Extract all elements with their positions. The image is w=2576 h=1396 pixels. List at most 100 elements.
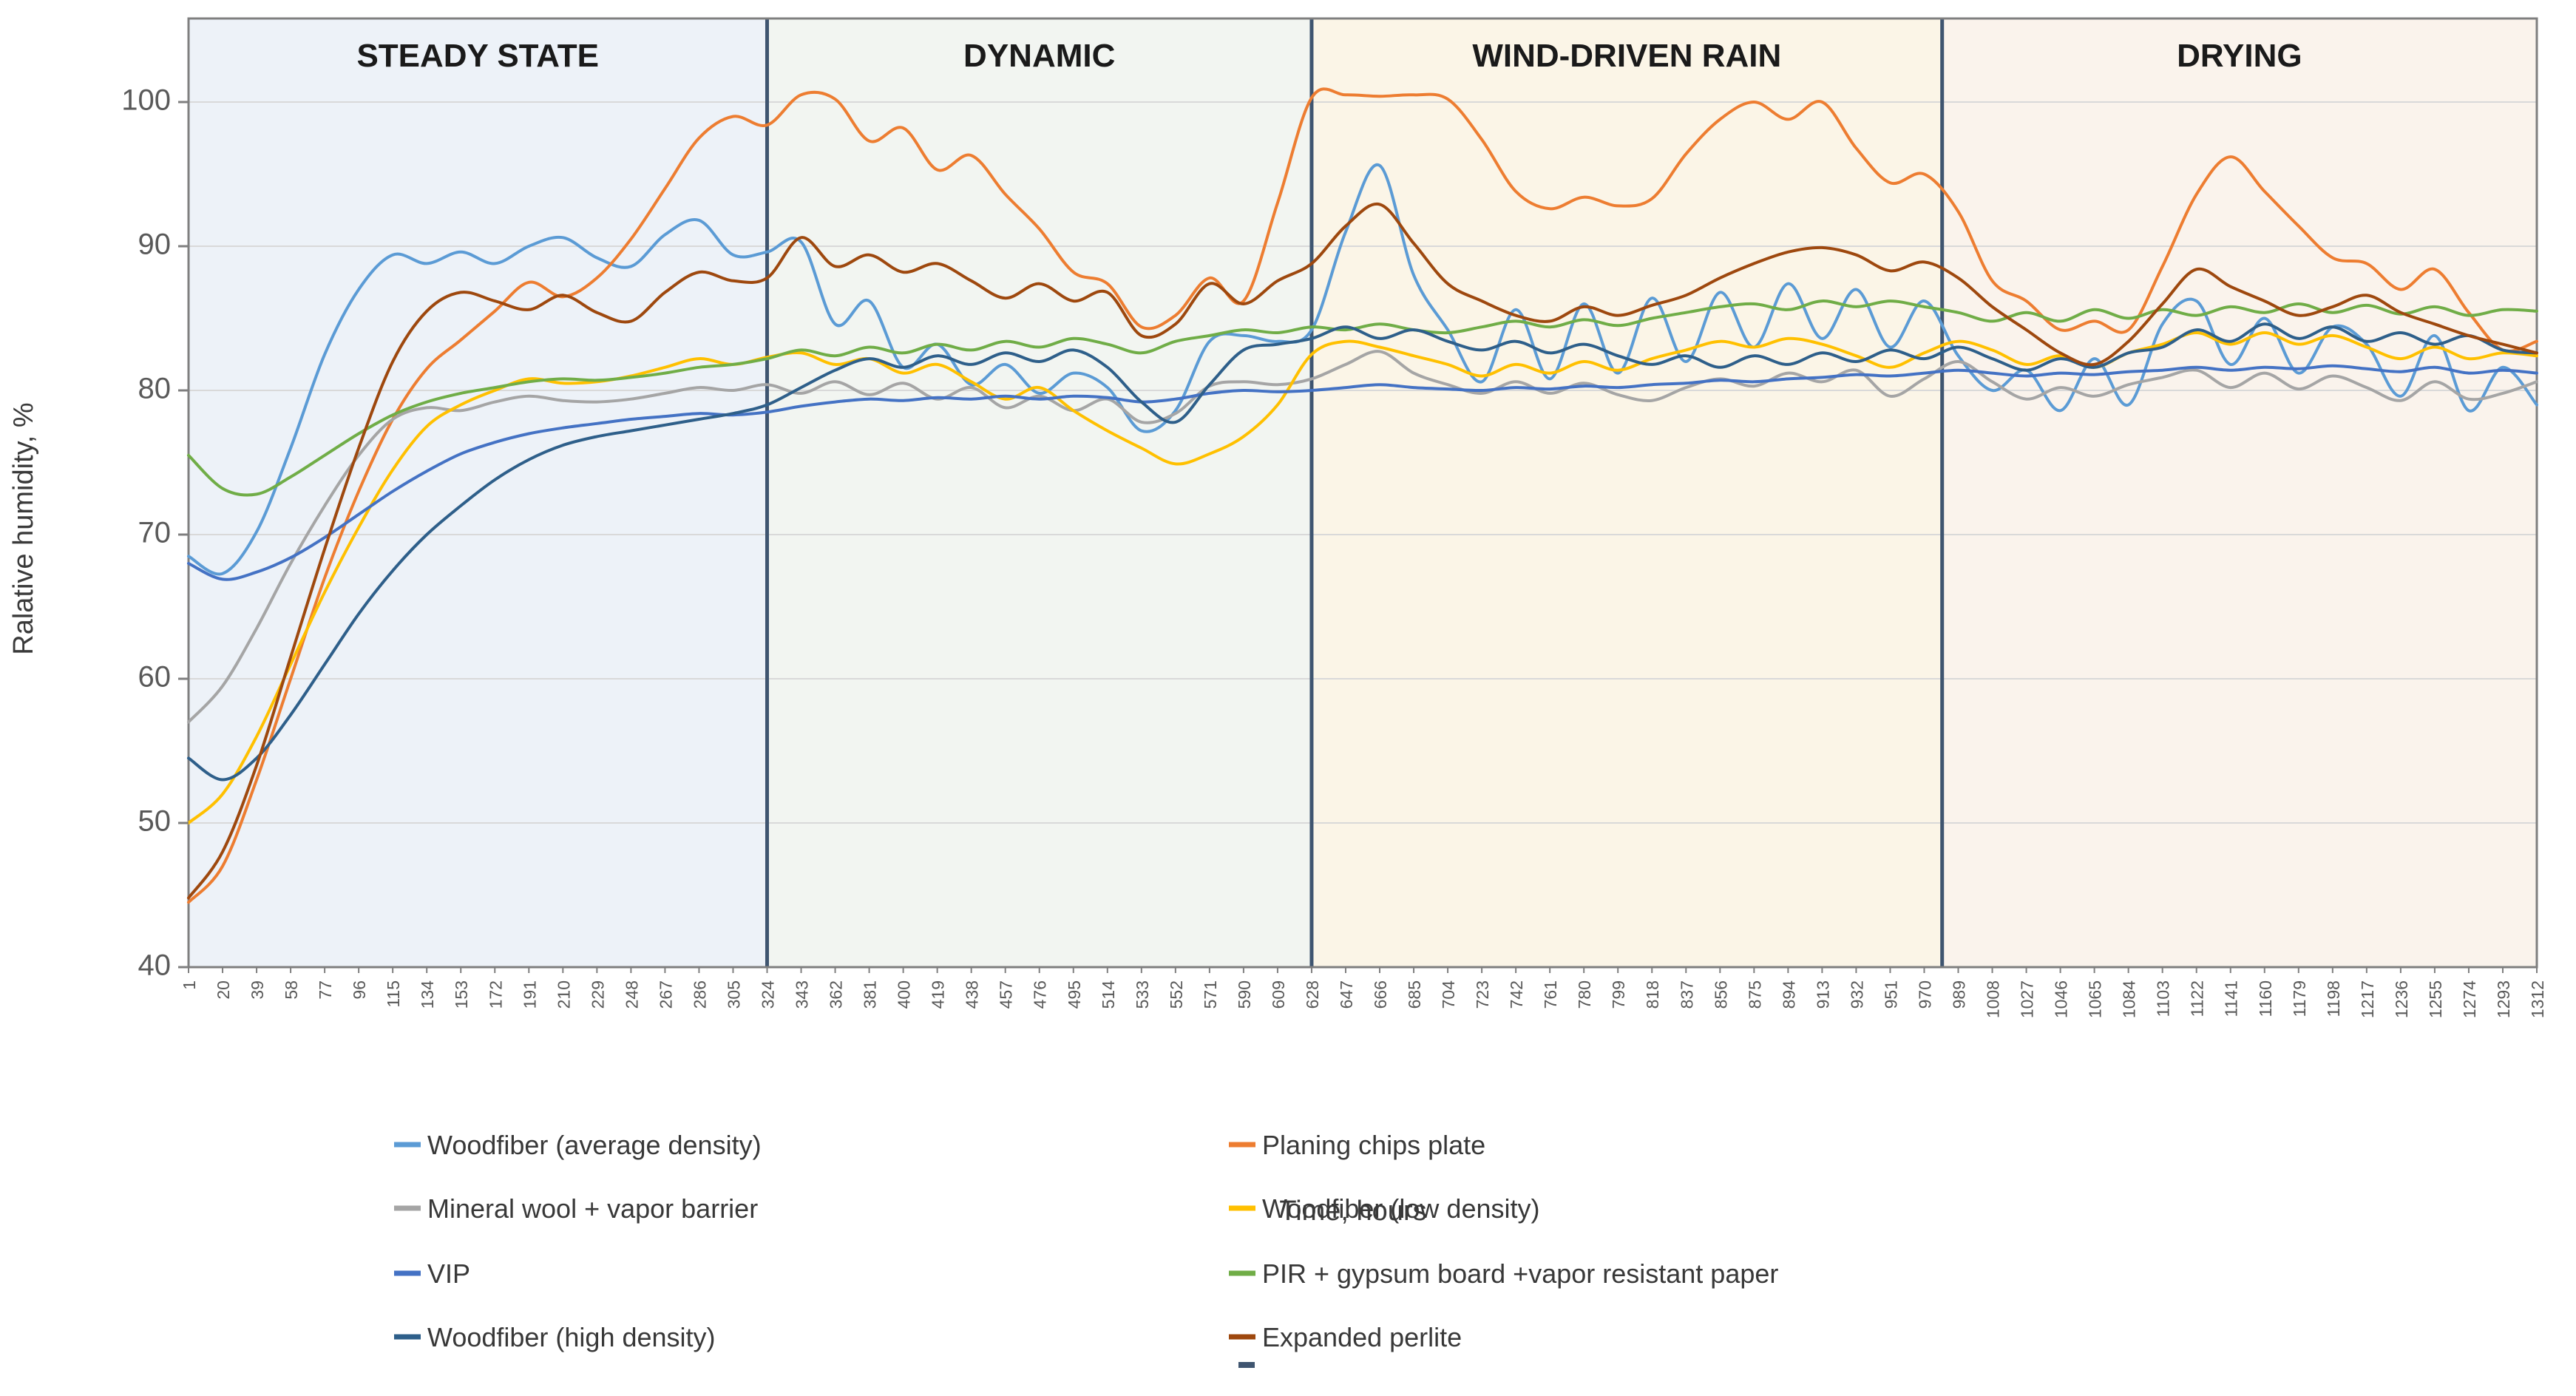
series-line-5-pir-gypsum-board-vapor-resistant-paper	[187, 299, 2538, 497]
y-tick-label-80: 80	[138, 373, 172, 405]
x-tick-label-324: 324	[758, 980, 777, 1009]
phase-band-dynamic	[767, 18, 1312, 967]
x-tick-label-647: 647	[1337, 980, 1356, 1009]
x-tick-label-894: 894	[1779, 980, 1798, 1009]
x-tick-label-913: 913	[1813, 980, 1832, 1009]
x-tick-label-723: 723	[1473, 980, 1492, 1009]
x-tick-label-628: 628	[1303, 980, 1322, 1009]
series-line-6-woodfiber-high-density	[187, 322, 2538, 782]
x-tick-label-134: 134	[418, 980, 437, 1009]
legend-item-woodfiber-high-density: Woodfiber (high density)	[394, 1322, 716, 1352]
x-tick-label-495: 495	[1065, 980, 1084, 1009]
x-tick-label-381: 381	[861, 980, 880, 1009]
y-tick-label-60: 60	[138, 661, 172, 694]
x-tick-label-1103: 1103	[2154, 980, 2173, 1017]
legend-item-expanded-perlite: Expanded perlite	[1229, 1322, 1462, 1352]
x-tick-label-1141: 1141	[2222, 980, 2241, 1017]
x-tick-label-609: 609	[1269, 980, 1288, 1009]
x-tick-label-305: 305	[724, 980, 743, 1009]
x-tick-label-1046: 1046	[2052, 980, 2071, 1018]
legend-item-planing-chips-plate: Planing chips plate	[1229, 1130, 1485, 1160]
legend-label-6: Woodfiber (high density)	[427, 1322, 716, 1352]
x-tick-label-1255: 1255	[2426, 980, 2445, 1018]
legend-label-0: Woodfiber (average density)	[427, 1130, 762, 1160]
x-tick-label-58: 58	[282, 980, 301, 1000]
series-line-2-mineral-wool-vapor-barrier	[187, 350, 2538, 724]
y-tick-label-100: 100	[121, 84, 171, 117]
y-tick-label-70: 70	[138, 517, 172, 549]
x-tick-label-172: 172	[486, 980, 505, 1009]
plot-border	[187, 17, 2538, 969]
x-tick-label-514: 514	[1099, 980, 1118, 1009]
phase-label-1: STEADY STATE	[356, 38, 599, 74]
series-line-7-expanded-perlite	[187, 202, 2538, 900]
x-tick-label-552: 552	[1167, 980, 1186, 1009]
x-tick-label-837: 837	[1677, 980, 1696, 1009]
legend-item-woodfiber-average-density: Woodfiber (average density)	[394, 1130, 762, 1160]
x-tick-label-419: 419	[929, 980, 948, 1009]
x-tick-label-571: 571	[1201, 980, 1220, 1009]
x-tick-label-400: 400	[895, 980, 914, 1009]
x-tick-label-1084: 1084	[2120, 980, 2139, 1018]
legend-label-2: Mineral wool + vapor barrier	[427, 1193, 758, 1224]
legend-label-1: Planing chips plate	[1262, 1130, 1485, 1160]
x-tick-label-875: 875	[1745, 980, 1764, 1009]
x-tick-label-96: 96	[350, 980, 369, 1000]
x-tick-label-1198: 1198	[2324, 980, 2343, 1017]
x-tick-label-77: 77	[316, 980, 335, 1000]
legend-item-mineral-wool-vapor-barrier: Mineral wool + vapor barrier	[394, 1193, 758, 1224]
series-line-4-vip	[187, 364, 2538, 581]
x-tick-label-761: 761	[1541, 980, 1560, 1009]
legend-item-pir-gypsum-board-vapor-resistant-paper: PIR + gypsum board +vapor resistant pape…	[1229, 1258, 1778, 1289]
x-tick-label-191: 191	[520, 980, 539, 1009]
phase-label-2: DYNAMIC	[963, 38, 1115, 74]
x-tick-label-932: 932	[1847, 980, 1866, 1009]
x-tick-label-1312: 1312	[2528, 980, 2547, 1018]
x-tick-label-1274: 1274	[2460, 980, 2479, 1018]
x-tick-label-685: 685	[1405, 980, 1424, 1009]
legend-item-woodfiber-low-density: Woodfiber (low density)	[1229, 1193, 1540, 1224]
x-tick-label-970: 970	[1915, 980, 1934, 1009]
x-tick-label-343: 343	[793, 980, 812, 1009]
x-tick-label-248: 248	[622, 980, 641, 1009]
phase-band-wind-driven-rain	[1311, 18, 1942, 967]
legend-partial-marker	[1238, 1362, 1255, 1368]
x-tick-label-590: 590	[1235, 980, 1254, 1009]
x-tick-label-20: 20	[214, 980, 233, 1000]
x-tick-label-476: 476	[1031, 980, 1050, 1009]
legend-label-4: VIP	[427, 1258, 470, 1289]
x-tick-label-1: 1	[180, 980, 199, 990]
x-tick-label-153: 153	[452, 980, 471, 1009]
phase-label-3: WIND-DRIVEN RAIN	[1472, 38, 1781, 74]
x-tick-label-1065: 1065	[2086, 980, 2105, 1018]
x-tick-label-39: 39	[248, 980, 267, 1000]
phase-band-drying	[1942, 18, 2537, 967]
x-tick-label-742: 742	[1507, 980, 1526, 1009]
y-tick-label-40: 40	[138, 949, 172, 982]
y-tick-label-90: 90	[138, 228, 172, 261]
x-tick-label-267: 267	[656, 980, 675, 1009]
x-tick-label-1179: 1179	[2290, 980, 2309, 1017]
x-tick-label-1122: 1122	[2188, 980, 2207, 1017]
x-tick-label-229: 229	[588, 980, 607, 1009]
series-line-0-woodfiber-average-density	[187, 163, 2538, 576]
x-tick-label-115: 115	[384, 980, 403, 1008]
x-tick-label-1160: 1160	[2256, 980, 2275, 1017]
legend-label-5: PIR + gypsum board +vapor resistant pape…	[1262, 1258, 1778, 1289]
x-tick-label-1293: 1293	[2494, 980, 2513, 1018]
x-tick-label-362: 362	[827, 980, 846, 1009]
x-tick-label-286: 286	[690, 980, 709, 1009]
y-axis-title: Ralative humidity, %	[8, 402, 39, 654]
legend-label-7: Expanded perlite	[1262, 1322, 1462, 1352]
x-tick-label-856: 856	[1711, 980, 1730, 1009]
x-tick-label-438: 438	[963, 980, 982, 1009]
phase-label-4: DRYING	[2177, 38, 2302, 74]
series-line-1-planing-chips-plate	[187, 87, 2538, 904]
x-tick-label-780: 780	[1575, 980, 1594, 1009]
x-tick-label-457: 457	[997, 980, 1016, 1009]
x-tick-label-666: 666	[1371, 980, 1390, 1009]
x-tick-label-1008: 1008	[1984, 980, 2003, 1018]
x-tick-label-951: 951	[1881, 980, 1900, 1009]
